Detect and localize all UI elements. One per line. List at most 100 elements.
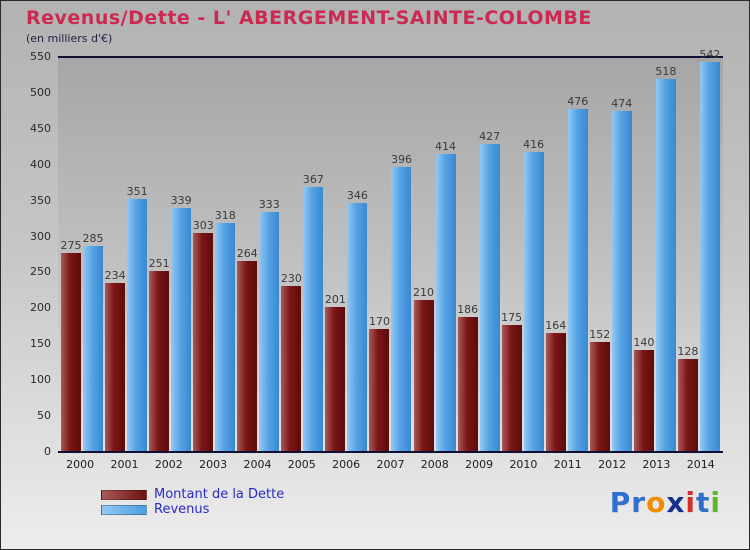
plot-area: 275 285 234 351 251 339 303 318 264 333 230 367 201 3… xyxy=(58,48,723,453)
bar-group-2001: 234 351 xyxy=(104,185,148,451)
bar-group-2014: 128 542 xyxy=(677,48,721,451)
bar-value-label: 367 xyxy=(302,173,324,186)
dette-bar-2013 xyxy=(633,350,654,451)
logo-letter: o xyxy=(646,486,667,519)
y-tick-450: 450 xyxy=(30,122,51,135)
x-label-2003: 2003 xyxy=(199,458,228,471)
legend-swatch-dette xyxy=(101,489,147,500)
dette-column-2010: 175 xyxy=(501,311,523,451)
bar-group-2013: 140 518 xyxy=(633,65,677,451)
bar-value-label: 175 xyxy=(501,311,523,324)
revenus-column-2013: 518 xyxy=(655,65,677,451)
y-tick-100: 100 xyxy=(30,373,51,386)
revenus-column-2004: 333 xyxy=(258,198,280,451)
x-label-2010: 2010 xyxy=(509,458,538,471)
bar-value-label: 414 xyxy=(435,140,457,153)
dette-column-2012: 152 xyxy=(589,328,611,451)
revenus-bar-2002 xyxy=(171,208,192,451)
revenus-column-2012: 474 xyxy=(611,97,633,451)
bar-value-label: 351 xyxy=(126,185,148,198)
x-label-2014: 2014 xyxy=(686,458,715,471)
bar-value-label: 230 xyxy=(280,272,302,285)
bar-group-2005: 230 367 xyxy=(280,173,324,451)
chart-subtitle: (en milliers d'€) xyxy=(26,32,113,45)
revenus-bar-2003 xyxy=(215,223,236,451)
revenus-column-2014: 542 xyxy=(699,48,721,451)
revenus-bar-2005 xyxy=(303,187,324,451)
bar-value-label: 140 xyxy=(633,336,655,349)
dette-bar-2000 xyxy=(61,253,82,451)
revenus-bar-2010 xyxy=(523,152,544,451)
revenus-column-2000: 285 xyxy=(82,232,104,451)
bar-value-label: 518 xyxy=(655,65,677,78)
bar-value-label: 128 xyxy=(677,345,699,358)
bar-value-label: 333 xyxy=(258,198,280,211)
dette-column-2006: 201 xyxy=(324,293,346,451)
bar-value-label: 476 xyxy=(567,95,589,108)
revenus-column-2003: 318 xyxy=(214,209,236,451)
x-label-2004: 2004 xyxy=(243,458,272,471)
dette-column-2003: 303 xyxy=(192,219,214,451)
y-tick-500: 500 xyxy=(30,86,51,99)
bar-value-label: 396 xyxy=(390,153,412,166)
dette-column-2008: 210 xyxy=(413,286,435,451)
revenus-column-2001: 351 xyxy=(126,185,148,451)
chart-legend: Montant de la Dette Revenus xyxy=(101,487,284,517)
legend-row-revenus: Revenus xyxy=(101,502,284,517)
logo-letter: x xyxy=(666,486,686,519)
dette-bar-2014 xyxy=(677,359,698,451)
bar-value-label: 542 xyxy=(699,48,721,61)
y-tick-550: 550 xyxy=(30,50,51,63)
dette-column-2011: 164 xyxy=(545,319,567,451)
bar-group-2010: 175 416 xyxy=(501,138,545,451)
legend-label-dette: Montant de la Dette xyxy=(154,487,285,502)
revenus-column-2010: 416 xyxy=(523,138,545,451)
y-tick-50: 50 xyxy=(37,409,51,422)
x-label-2011: 2011 xyxy=(553,458,582,471)
bar-group-2004: 264 333 xyxy=(236,198,280,451)
dette-column-2005: 230 xyxy=(280,272,302,451)
revenus-bar-2009 xyxy=(479,144,500,451)
x-label-2007: 2007 xyxy=(376,458,405,471)
bar-group-2012: 152 474 xyxy=(589,97,633,451)
proxiti-logo[interactable]: Proxiti xyxy=(610,486,721,519)
x-label-2001: 2001 xyxy=(110,458,139,471)
revenus-bar-2011 xyxy=(567,109,588,451)
dette-column-2000: 275 xyxy=(60,239,82,451)
bar-group-2009: 186 427 xyxy=(457,130,501,451)
bar-value-label: 416 xyxy=(523,138,545,151)
dette-bar-2012 xyxy=(589,342,610,451)
logo-letter: i xyxy=(710,486,721,519)
revenus-column-2009: 427 xyxy=(479,130,501,451)
x-label-2012: 2012 xyxy=(598,458,627,471)
bar-value-label: 170 xyxy=(368,315,390,328)
bar-value-label: 164 xyxy=(545,319,567,332)
dette-column-2014: 128 xyxy=(677,345,699,451)
bar-value-label: 186 xyxy=(457,303,479,316)
dette-bar-2009 xyxy=(457,317,478,451)
bar-group-2002: 251 339 xyxy=(148,194,192,451)
y-tick-400: 400 xyxy=(30,158,51,171)
revenus-bar-2001 xyxy=(127,199,148,451)
dette-bar-2008 xyxy=(413,300,434,451)
bar-value-label: 251 xyxy=(148,257,170,270)
dette-bar-2001 xyxy=(105,283,126,451)
x-axis-labels: 2000 2001 2002 2003 2004 2005 2006 2007 2008 2009… xyxy=(58,458,723,471)
y-tick-200: 200 xyxy=(30,301,51,314)
revenus-bar-2014 xyxy=(699,62,720,451)
bar-group-2008: 210 414 xyxy=(413,140,457,451)
revenus-bar-2000 xyxy=(83,246,104,451)
x-label-2006: 2006 xyxy=(332,458,361,471)
x-label-2013: 2013 xyxy=(642,458,671,471)
revenus-column-2006: 346 xyxy=(346,189,368,451)
bar-value-label: 285 xyxy=(82,232,104,245)
bar-group-2003: 303 318 xyxy=(192,209,236,451)
y-tick-250: 250 xyxy=(30,265,51,278)
dette-bar-2007 xyxy=(369,329,390,451)
dette-bar-2011 xyxy=(545,333,566,451)
dette-bar-2002 xyxy=(149,271,170,451)
legend-label-revenus: Revenus xyxy=(154,502,210,517)
dette-column-2013: 140 xyxy=(633,336,655,451)
revenus-column-2005: 367 xyxy=(302,173,324,451)
